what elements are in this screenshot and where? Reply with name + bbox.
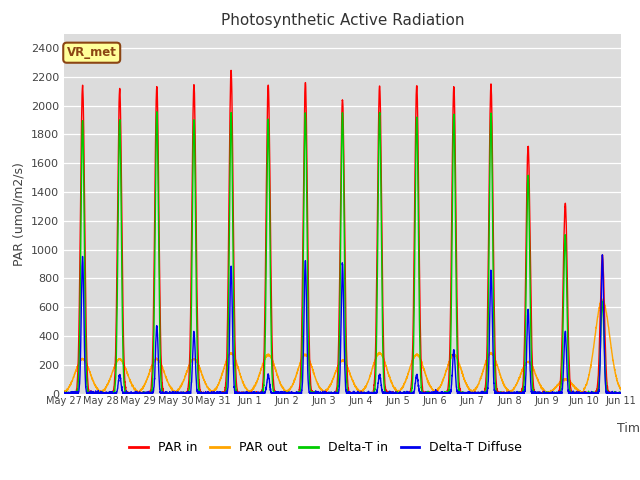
Title: Photosynthetic Active Radiation: Photosynthetic Active Radiation [221, 13, 464, 28]
X-axis label: Time: Time [616, 422, 640, 435]
Legend: PAR in, PAR out, Delta-T in, Delta-T Diffuse: PAR in, PAR out, Delta-T in, Delta-T Dif… [124, 436, 527, 459]
Y-axis label: PAR (umol/m2/s): PAR (umol/m2/s) [12, 162, 26, 265]
Text: VR_met: VR_met [67, 46, 116, 59]
